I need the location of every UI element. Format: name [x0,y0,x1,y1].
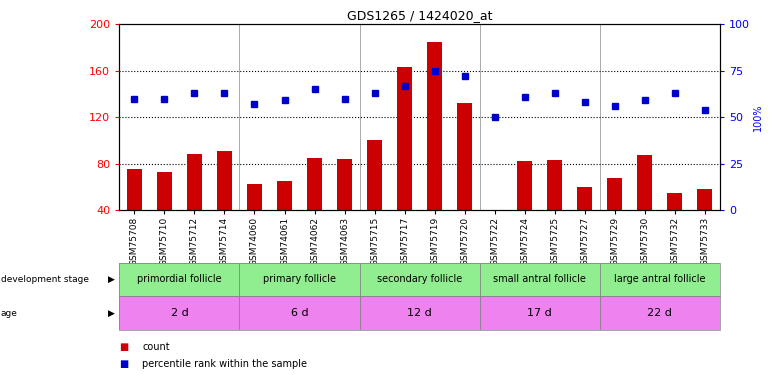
Bar [119,262,239,296]
Text: ■: ■ [119,342,129,352]
Bar [127,170,142,210]
Bar [119,296,239,330]
Text: percentile rank within the sample: percentile rank within the sample [142,359,307,369]
Bar [600,262,720,296]
Text: large antral follicle: large antral follicle [614,274,705,284]
Bar [307,158,322,210]
Bar [367,140,382,210]
Text: small antral follicle: small antral follicle [494,274,586,284]
Text: age: age [1,309,18,318]
Text: secondary follicle: secondary follicle [377,274,462,284]
Text: 17 d: 17 d [527,308,552,318]
Bar [547,160,562,210]
Text: primary follicle: primary follicle [263,274,336,284]
Bar [337,159,352,210]
Bar [277,181,292,210]
Bar [360,262,480,296]
Text: ▶: ▶ [108,309,115,318]
Text: count: count [142,342,170,352]
Bar [638,156,652,210]
Y-axis label: 100%: 100% [753,104,763,131]
Bar [578,187,592,210]
Bar [247,184,262,210]
Bar [187,154,202,210]
Bar [517,161,532,210]
Bar [457,103,472,210]
Bar [239,296,360,330]
Bar [608,177,622,210]
Bar [239,262,360,296]
Bar [397,67,412,210]
Text: ▶: ▶ [108,275,115,284]
Text: ■: ■ [119,359,129,369]
Text: primordial follicle: primordial follicle [137,274,222,284]
Bar [668,193,682,210]
Bar [487,210,502,213]
Title: GDS1265 / 1424020_at: GDS1265 / 1424020_at [347,9,492,22]
Bar [217,151,232,210]
Bar [427,42,442,210]
Text: 2 d: 2 d [170,308,189,318]
Text: 6 d: 6 d [291,308,308,318]
Bar [360,296,480,330]
Text: 22 d: 22 d [648,308,672,318]
Bar [600,296,720,330]
Bar [480,262,600,296]
Bar [698,189,712,210]
Text: development stage: development stage [1,275,89,284]
Text: 12 d: 12 d [407,308,432,318]
Bar [157,172,172,210]
Bar [480,296,600,330]
